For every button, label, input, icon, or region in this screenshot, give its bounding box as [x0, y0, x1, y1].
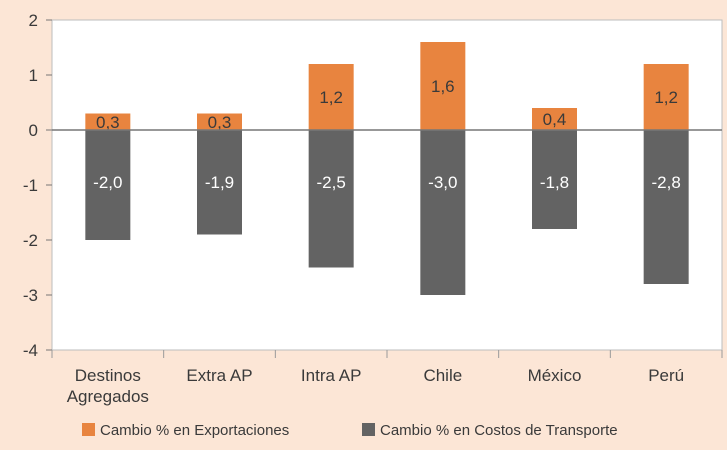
export-change-label: 1,6	[431, 77, 455, 96]
transport-cost-label: -2,8	[652, 173, 681, 192]
transport-cost-bar	[308, 130, 354, 268]
y-tick-label: -1	[23, 176, 38, 195]
category-label: Perú	[648, 366, 684, 385]
transport-cost-bar	[643, 130, 689, 284]
transport-cost-bar	[532, 130, 577, 229]
transport-cost-bar	[85, 130, 131, 240]
category-label: Destinos	[75, 366, 141, 385]
bars	[85, 42, 689, 295]
category-label: Agregados	[67, 387, 149, 406]
export-change-label: 0,3	[208, 113, 232, 132]
transport-cost-label: -2,0	[93, 173, 122, 192]
export-change-bar	[643, 64, 689, 130]
transport-cost-label: -3,0	[428, 173, 457, 192]
export-change-label: 0,3	[96, 113, 120, 132]
transport-cost-label: -2,5	[317, 173, 346, 192]
y-tick-label: -3	[23, 286, 38, 305]
legend-swatch	[362, 423, 375, 436]
export-change-bar	[197, 113, 242, 130]
data-labels: 0,3 0,3 1,2 1,6 0,4 1,2 -2,0 -1,9 -2,5 -3,0 -1,8 -2…	[93, 77, 681, 192]
category-label: México	[528, 366, 582, 385]
transport-cost-bar	[420, 130, 466, 295]
export-change-bar	[532, 108, 577, 130]
plot-background	[51, 19, 723, 351]
transport-cost-label: -1,8	[540, 173, 569, 192]
legend-label: Cambio % en Exportaciones	[100, 422, 289, 439]
y-tick-label: -2	[23, 231, 38, 250]
axes: 2 1 0 -1 -2 -3 -4 Destinos Agregados Extra AP Intr…	[23, 11, 723, 406]
category-label: Chile	[423, 366, 462, 385]
transport-cost-label: -1,9	[205, 173, 234, 192]
y-tick-label: 0	[29, 121, 38, 140]
export-change-label: 1,2	[319, 88, 343, 107]
y-tick-label: 2	[29, 11, 38, 30]
transport-cost-bar	[197, 130, 242, 235]
category-label: Extra AP	[186, 366, 252, 385]
export-change-label: 0,4	[543, 110, 567, 129]
y-tick-label: -4	[23, 341, 38, 360]
y-tick-label: 1	[29, 66, 38, 85]
category-label: Intra AP	[301, 366, 361, 385]
export-change-bar	[308, 64, 354, 130]
legend: Cambio % en Exportaciones Cambio % en Cos…	[82, 422, 618, 439]
export-change-bar	[420, 42, 466, 130]
legend-label: Cambio % en Costos de Transporte	[380, 422, 618, 439]
legend-swatch	[82, 423, 95, 436]
export-change-bar	[85, 113, 131, 130]
export-change-label: 1,2	[654, 88, 678, 107]
plot-area	[51, 19, 723, 351]
